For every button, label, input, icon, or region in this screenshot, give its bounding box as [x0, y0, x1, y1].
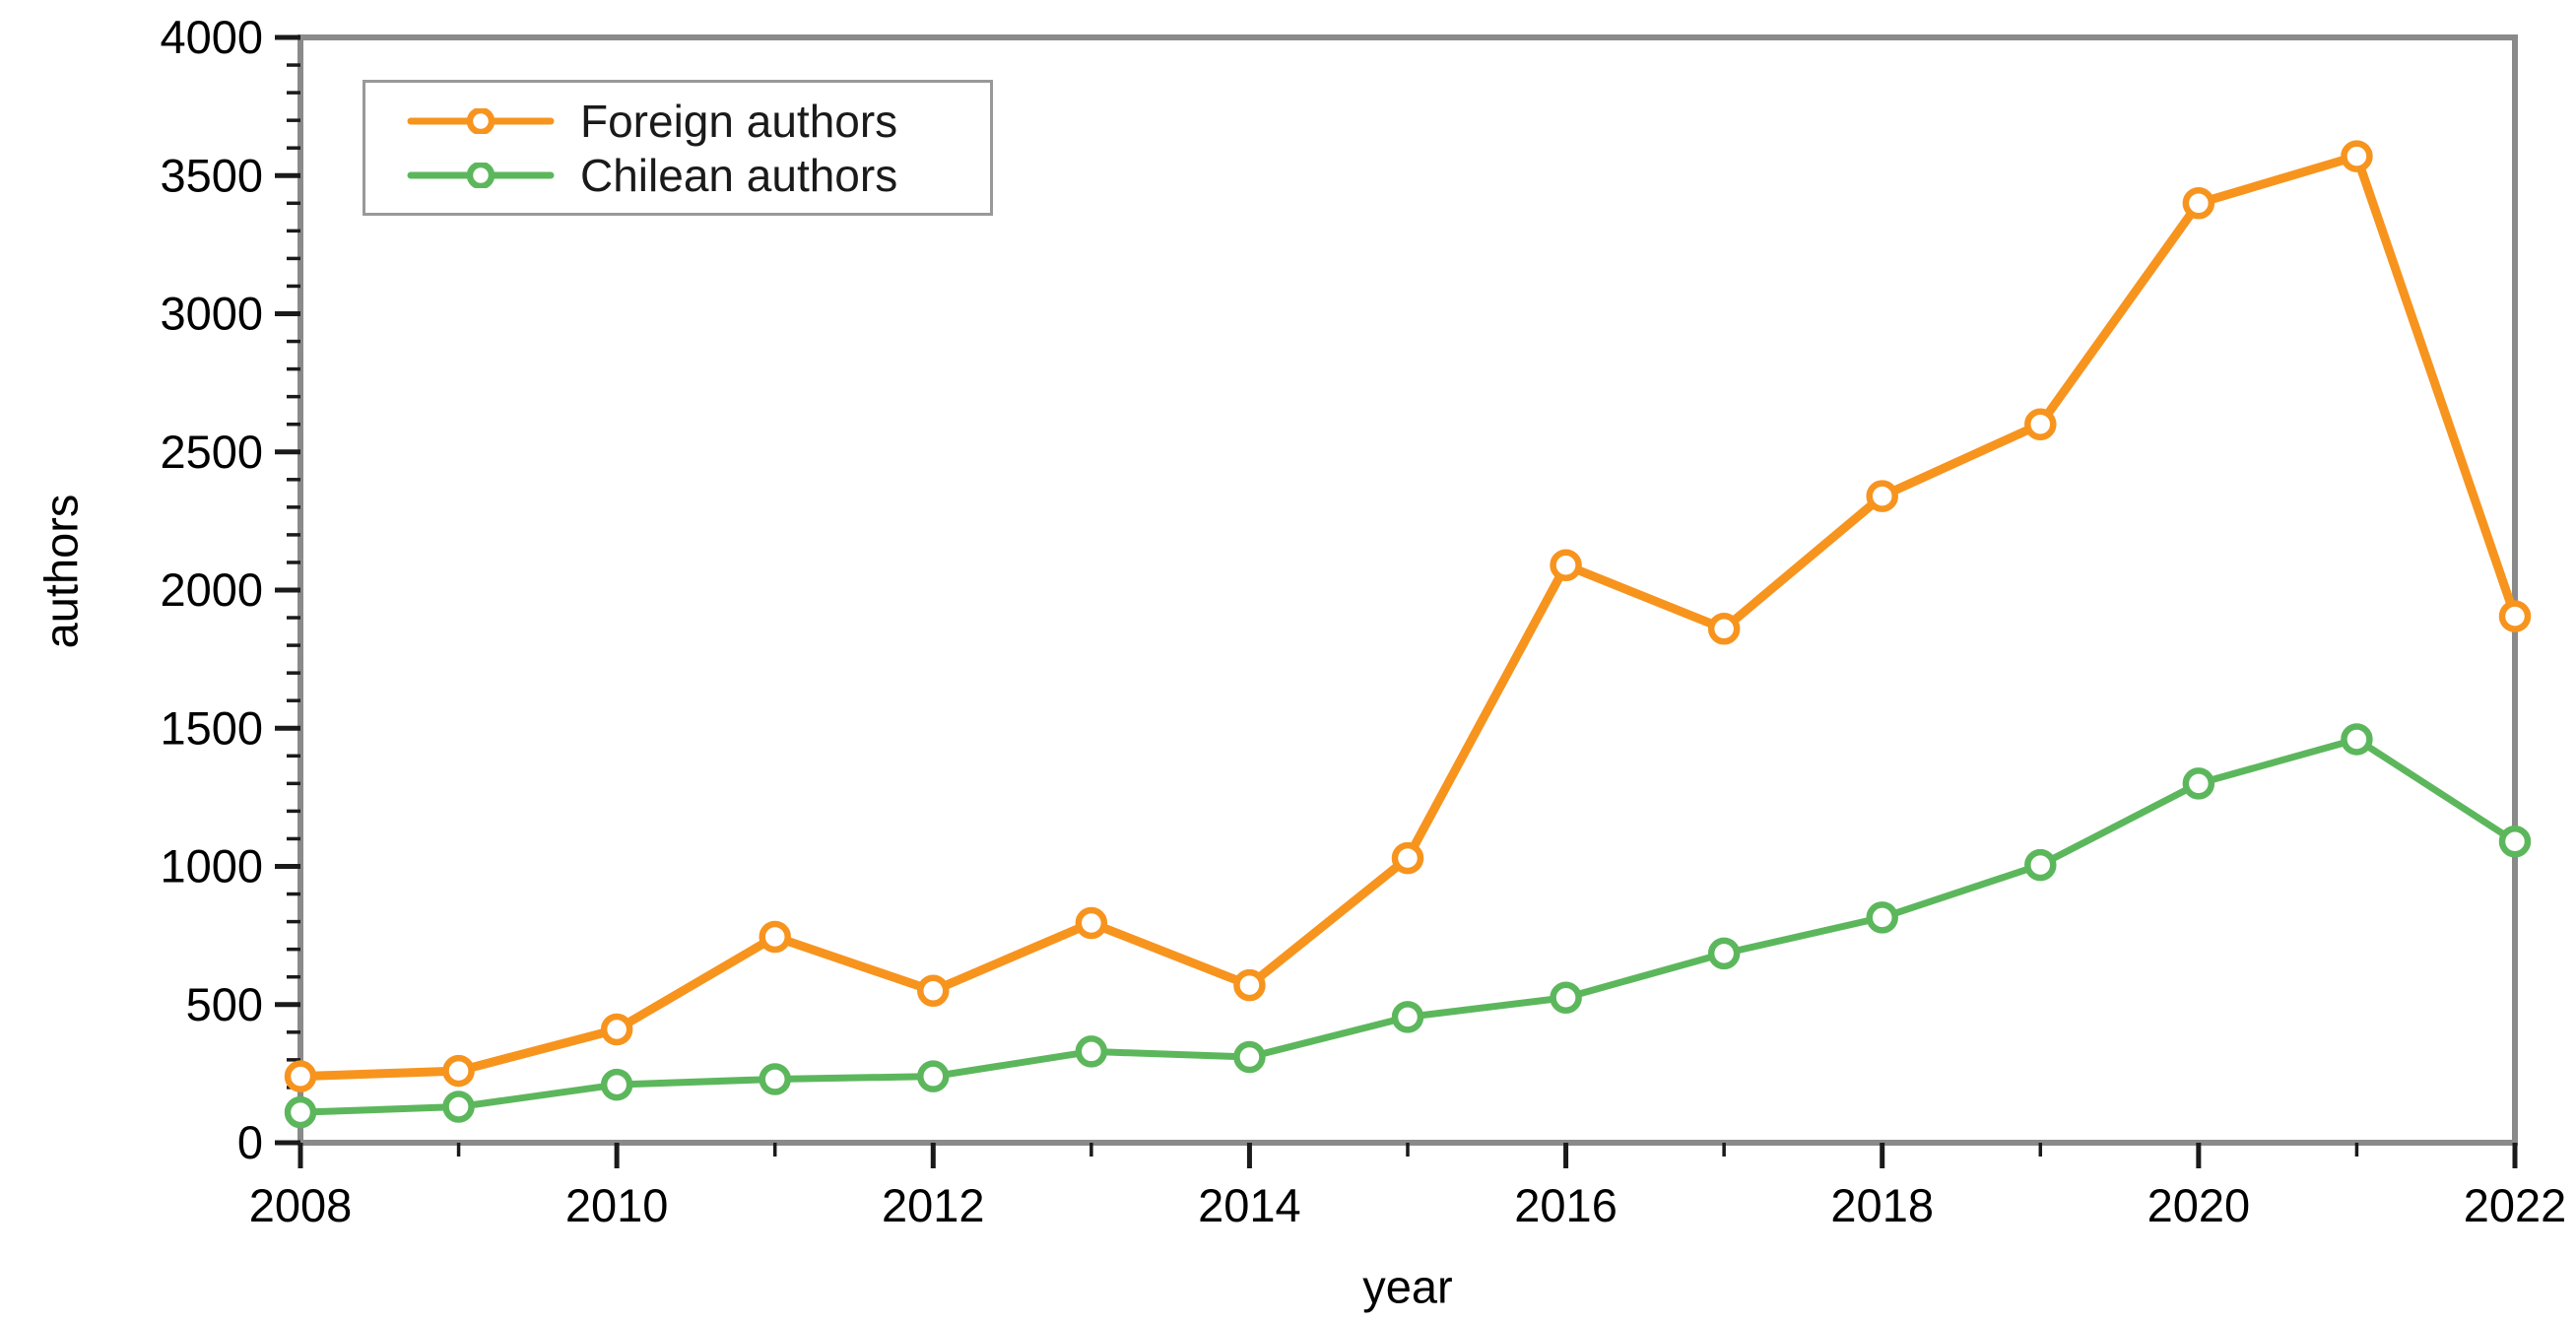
- data-point-foreign-authors-2015: [1391, 841, 1424, 875]
- data-point-chilean-authors-2022: [2498, 826, 2532, 858]
- data-point-chilean-authors-2014: [1233, 1040, 1266, 1074]
- y-axis-tick-label: 500: [186, 978, 263, 1030]
- chilean-authors-marker-icon: [407, 162, 555, 188]
- data-point-chilean-authors-2016: [1550, 981, 1582, 1014]
- y-axis-tick-label: 3000: [160, 288, 263, 340]
- legend-label-chilean-authors: Chilean authors: [580, 149, 898, 201]
- series-line-foreign-authors: [296, 152, 2520, 1082]
- x-axis-title: year: [1362, 1260, 1453, 1313]
- data-point-foreign-authors-2019: [2024, 408, 2057, 440]
- data-point-foreign-authors-2010: [600, 1013, 633, 1046]
- data-point-foreign-authors-2018: [1866, 480, 1898, 512]
- legend-label-foreign-authors: Foreign authors: [580, 95, 898, 147]
- y-axis-tick-label: 0: [237, 1116, 263, 1168]
- x-axis-tick-label: 2014: [1198, 1179, 1301, 1231]
- data-point-foreign-authors-2022: [2498, 600, 2532, 632]
- y-axis-tick-label: 3500: [160, 149, 263, 201]
- data-point-foreign-authors-2011: [759, 920, 791, 954]
- data-point-foreign-authors-2020: [2182, 187, 2215, 220]
- data-point-chilean-authors-2021: [2341, 723, 2373, 756]
- data-point-chilean-authors-2019: [2024, 848, 2057, 882]
- legend: Foreign authors Chilean authors: [363, 80, 993, 216]
- data-point-chilean-authors-2011: [759, 1063, 791, 1095]
- x-axis-tick-label: 2010: [565, 1179, 669, 1231]
- y-axis-tick-label: 4000: [160, 11, 263, 63]
- foreign-authors-marker-icon: [407, 107, 555, 134]
- data-point-foreign-authors-2014: [1233, 968, 1266, 1002]
- x-axis-tick-label: 2016: [1514, 1179, 1618, 1231]
- data-point-foreign-authors-2012: [917, 974, 950, 1007]
- x-axis-tick-label: 2022: [2464, 1179, 2567, 1231]
- data-point-chilean-authors-2018: [1866, 901, 1898, 934]
- y-axis-tick-label: 2500: [160, 426, 263, 478]
- x-axis-tick-label: 2020: [2147, 1179, 2251, 1231]
- data-point-foreign-authors-2021: [2341, 140, 2373, 172]
- legend-item-foreign-authors: Foreign authors: [407, 94, 980, 148]
- data-point-foreign-authors-2017: [1707, 613, 1741, 645]
- legend-item-chilean-authors: Chilean authors: [407, 148, 980, 202]
- data-point-chilean-authors-2010: [600, 1068, 633, 1101]
- y-axis-tick-label: 2000: [160, 563, 263, 616]
- y-axis-tick-label: 1500: [160, 701, 263, 754]
- data-point-foreign-authors-2013: [1075, 906, 1108, 940]
- y-axis-title: authors: [34, 494, 88, 649]
- x-axis-tick-label: 2012: [882, 1179, 985, 1231]
- data-point-foreign-authors-2008: [284, 1060, 317, 1092]
- x-axis-tick-label: 2008: [249, 1179, 353, 1231]
- data-point-chilean-authors-2015: [1391, 1001, 1424, 1033]
- data-point-chilean-authors-2013: [1075, 1035, 1108, 1068]
- x-axis-tick-label: 2018: [1830, 1179, 1934, 1231]
- data-point-foreign-authors-2009: [442, 1054, 475, 1088]
- data-point-chilean-authors-2012: [917, 1060, 950, 1092]
- series-line-chilean-authors: [297, 735, 2519, 1116]
- y-axis-tick-label: 1000: [160, 840, 263, 892]
- data-point-chilean-authors-2009: [442, 1091, 475, 1123]
- data-point-chilean-authors-2008: [284, 1095, 317, 1129]
- data-point-chilean-authors-2017: [1707, 937, 1741, 970]
- data-point-foreign-authors-2016: [1550, 549, 1582, 582]
- data-point-chilean-authors-2020: [2182, 767, 2215, 800]
